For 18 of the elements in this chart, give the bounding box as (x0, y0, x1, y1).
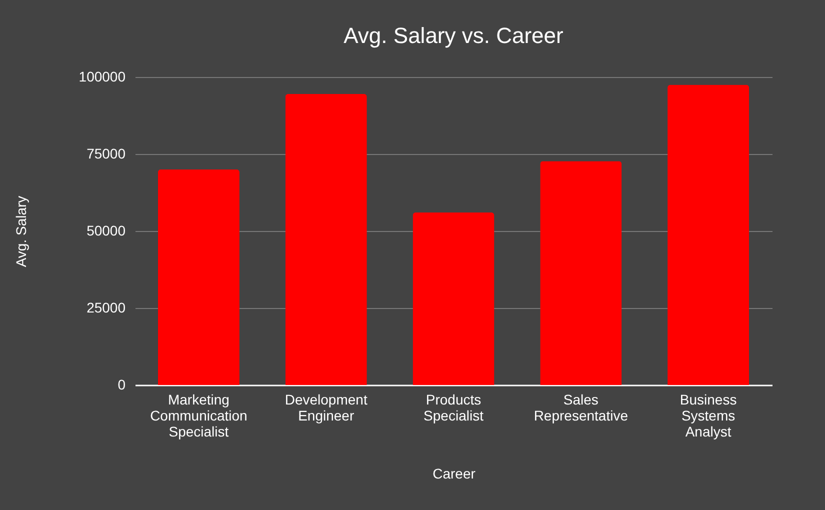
y-tick-label: 50000 (86, 222, 126, 238)
y-tick-label: 0 (118, 376, 126, 392)
bar (668, 84, 750, 385)
y-tick-label: 100000 (78, 68, 126, 84)
chart-title: Avg. Salary vs. Career (344, 23, 564, 48)
x-tick-label: Development Engineer (284, 392, 368, 424)
bar (412, 212, 494, 385)
x-tick-label: Sales Representative (534, 392, 628, 424)
x-tick-label: Business Systems Analyst (680, 392, 737, 440)
bar (540, 161, 622, 385)
x-tick-label: Marketing Communication Specialist (150, 392, 248, 440)
x-axis-title: Career (432, 466, 476, 482)
bar (285, 94, 367, 385)
y-tick-label: 75000 (86, 146, 126, 162)
y-axis-title: Avg. Salary (12, 196, 29, 268)
x-tick-label: Products Specialist (424, 392, 484, 424)
bar (158, 169, 240, 385)
y-tick-label: 25000 (86, 300, 126, 316)
